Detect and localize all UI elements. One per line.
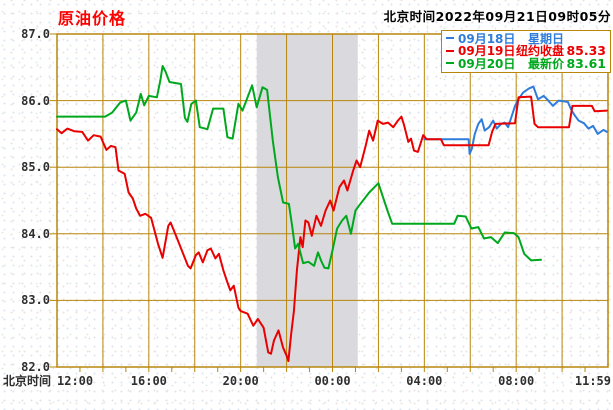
legend-rows: 09月18日 星期日 09月19日 纽约收盘 85.33 09月20日 最新价 83.61 <box>446 31 606 71</box>
x-axis-label: 12:00 <box>57 374 94 388</box>
x-axis-prefix-label: 北京时间 <box>3 374 52 388</box>
series-line-09月20日 <box>56 65 542 270</box>
legend-date: 09月18日 <box>458 31 516 46</box>
series-lines <box>56 65 608 362</box>
legend-marker-dash <box>446 49 454 52</box>
legend-row: 09月20日 最新价 83.61 <box>446 55 606 71</box>
beijing-timestamp: 北京时间2022年09月21日09时05分 <box>383 9 611 24</box>
legend-date: 09月19日 <box>458 44 516 59</box>
legend-row: 09月19日 纽约收盘 85.33 <box>446 43 606 59</box>
y-axis-label: 83.0 <box>21 293 50 308</box>
page-title: 原油价格 <box>58 9 127 28</box>
x-axis-label: 00:00 <box>314 374 351 388</box>
legend-date: 09月20日 <box>458 56 516 71</box>
axis-ticks <box>50 33 586 372</box>
legend-label: 最新价 <box>527 56 564 71</box>
x-axis-label: 11:59 <box>574 374 611 388</box>
y-axis-label: 82.0 <box>21 360 50 374</box>
legend-value: 83.61 <box>566 55 606 71</box>
legend-marker-dash <box>446 37 454 40</box>
grid-lines <box>57 34 608 367</box>
plot-border <box>56 33 609 368</box>
session-band <box>256 34 358 367</box>
legend-marker-dash <box>446 62 454 65</box>
legend-label: 纽约收盘 <box>515 44 564 59</box>
x-axis-label: 20:00 <box>222 374 259 388</box>
legend-label: 星期日 <box>527 31 564 46</box>
x-axis-label: 08:00 <box>498 374 535 388</box>
legend-value: 85.33 <box>566 43 606 59</box>
x-axis-label: 16:00 <box>130 374 167 388</box>
y-axis-label: 86.0 <box>21 93 50 108</box>
x-axis-label: 04:00 <box>406 374 443 388</box>
y-axis-label: 84.0 <box>21 226 50 241</box>
legend-row: 09月18日 星期日 <box>446 31 606 46</box>
legend-box: 09月18日 星期日 09月19日 纽约收盘 85.33 09月20日 最新价 83.61 <box>441 30 611 73</box>
series-line-09月18日 <box>423 85 608 155</box>
y-axis-label: 87.0 <box>21 27 50 41</box>
series-line-09月19日 <box>56 95 608 362</box>
y-axis-label: 85.0 <box>21 160 50 175</box>
